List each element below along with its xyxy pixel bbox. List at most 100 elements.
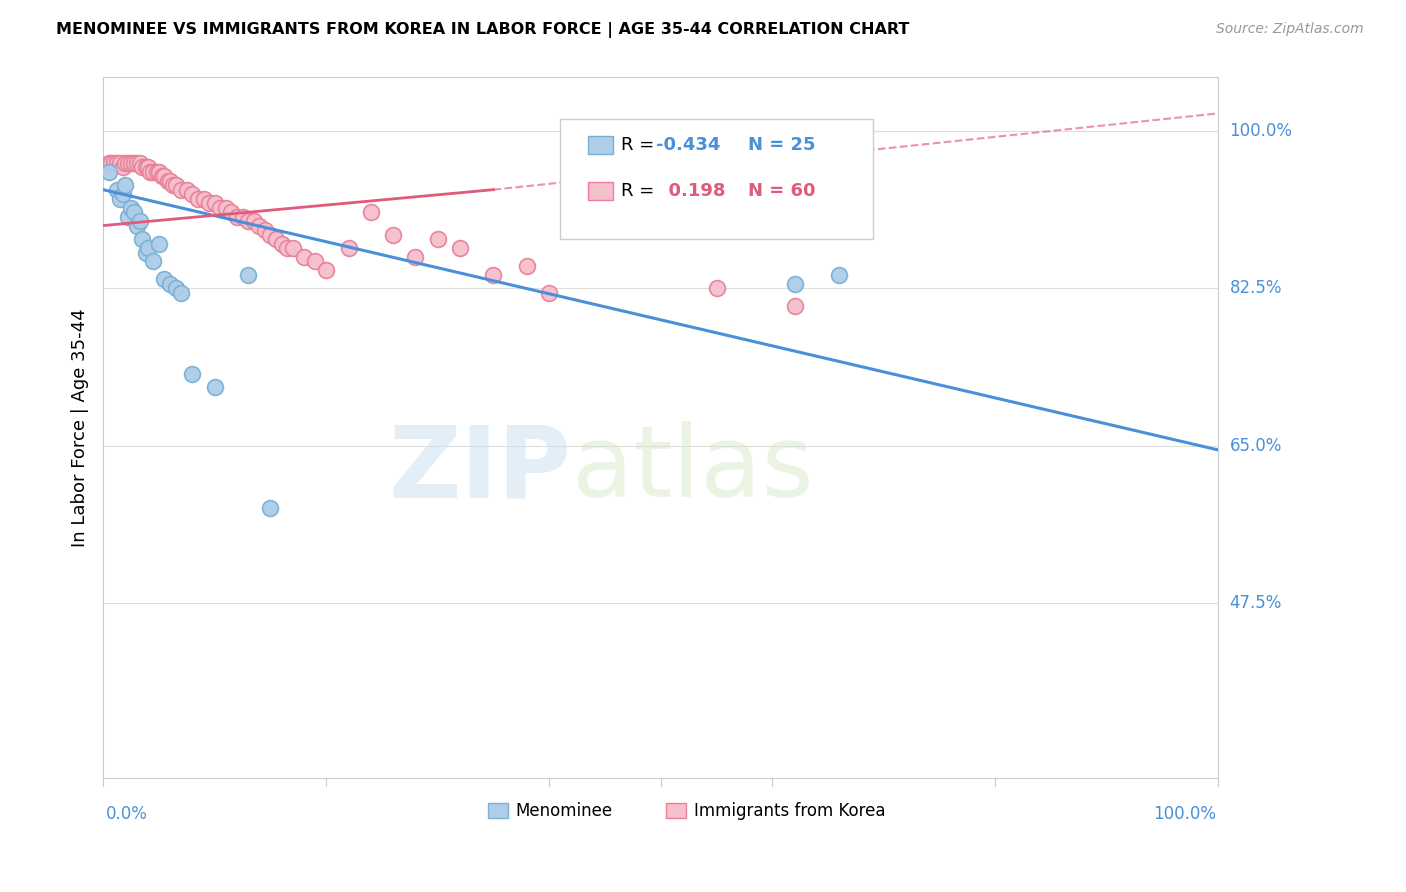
Point <box>315 263 337 277</box>
Point <box>304 254 326 268</box>
Point <box>259 501 281 516</box>
Point <box>134 245 156 260</box>
Point <box>783 299 806 313</box>
Point <box>124 155 146 169</box>
Text: Source: ZipAtlas.com: Source: ZipAtlas.com <box>1216 22 1364 37</box>
Text: 82.5%: 82.5% <box>1230 279 1282 297</box>
Point <box>828 268 851 282</box>
Text: R =: R = <box>620 182 659 200</box>
Point <box>153 272 176 286</box>
Point <box>125 155 148 169</box>
Point <box>148 164 170 178</box>
Point <box>538 285 561 300</box>
Point <box>108 155 131 169</box>
Point <box>150 169 173 184</box>
Point <box>117 155 139 169</box>
Point <box>706 281 728 295</box>
Bar <box>588 182 613 200</box>
Point <box>253 223 276 237</box>
Point <box>281 241 304 255</box>
Point <box>404 250 426 264</box>
Point <box>204 196 226 211</box>
Point <box>426 232 449 246</box>
Point <box>170 285 193 300</box>
Point <box>131 232 153 246</box>
Y-axis label: In Labor Force | Age 35-44: In Labor Force | Age 35-44 <box>72 309 89 547</box>
Point <box>165 178 187 193</box>
Point <box>153 169 176 184</box>
Text: Menominee: Menominee <box>516 802 613 820</box>
Point <box>176 183 198 197</box>
Point <box>449 241 471 255</box>
Point <box>100 155 122 169</box>
Point <box>125 219 148 233</box>
Point <box>337 241 360 255</box>
Text: N = 25: N = 25 <box>748 136 815 154</box>
Point <box>276 241 298 255</box>
Point <box>165 281 187 295</box>
Text: ZIP: ZIP <box>388 421 572 518</box>
Point <box>236 268 259 282</box>
Text: 0.198: 0.198 <box>657 182 725 200</box>
Point <box>209 201 232 215</box>
Point <box>247 219 270 233</box>
Point <box>97 164 120 178</box>
Point <box>382 227 405 242</box>
Text: MENOMINEE VS IMMIGRANTS FROM KOREA IN LABOR FORCE | AGE 35-44 CORRELATION CHART: MENOMINEE VS IMMIGRANTS FROM KOREA IN LA… <box>56 22 910 38</box>
Point <box>204 380 226 394</box>
FancyBboxPatch shape <box>561 120 873 238</box>
Point <box>103 155 125 169</box>
Bar <box>666 803 686 818</box>
Point <box>129 214 152 228</box>
Point <box>264 232 287 246</box>
Text: -0.434: -0.434 <box>657 136 721 154</box>
Point <box>117 210 139 224</box>
Point <box>270 236 292 251</box>
Text: 47.5%: 47.5% <box>1230 594 1282 612</box>
Point <box>120 155 142 169</box>
Point <box>242 214 264 228</box>
Point <box>482 268 505 282</box>
Text: 0.0%: 0.0% <box>105 805 148 823</box>
Point <box>131 160 153 174</box>
Point <box>159 277 181 291</box>
Bar <box>488 803 508 818</box>
Point <box>187 192 209 206</box>
Point <box>198 196 221 211</box>
Point <box>148 236 170 251</box>
Point <box>129 155 152 169</box>
Point <box>181 187 204 202</box>
Point <box>124 205 146 219</box>
Text: R =: R = <box>620 136 659 154</box>
Point <box>145 164 167 178</box>
Point <box>156 174 179 188</box>
Point <box>134 160 156 174</box>
Point <box>226 210 249 224</box>
Text: atlas: atlas <box>572 421 813 518</box>
Point <box>193 192 215 206</box>
Point <box>139 164 162 178</box>
Point <box>136 160 159 174</box>
Point <box>221 205 243 219</box>
Point <box>105 155 128 169</box>
Point <box>114 155 136 169</box>
Point <box>136 241 159 255</box>
Point <box>112 187 135 202</box>
Text: 100.0%: 100.0% <box>1230 122 1292 140</box>
Text: 100.0%: 100.0% <box>1153 805 1216 823</box>
Text: N = 60: N = 60 <box>748 182 815 200</box>
Point <box>232 210 254 224</box>
Point <box>108 192 131 206</box>
Point <box>142 254 165 268</box>
Point <box>120 201 142 215</box>
Point <box>97 155 120 169</box>
Point <box>292 250 315 264</box>
Point <box>159 174 181 188</box>
Point <box>112 160 135 174</box>
Bar <box>588 136 613 154</box>
Point <box>783 277 806 291</box>
Point <box>114 178 136 193</box>
Point <box>215 201 238 215</box>
Point <box>236 214 259 228</box>
Point <box>142 164 165 178</box>
